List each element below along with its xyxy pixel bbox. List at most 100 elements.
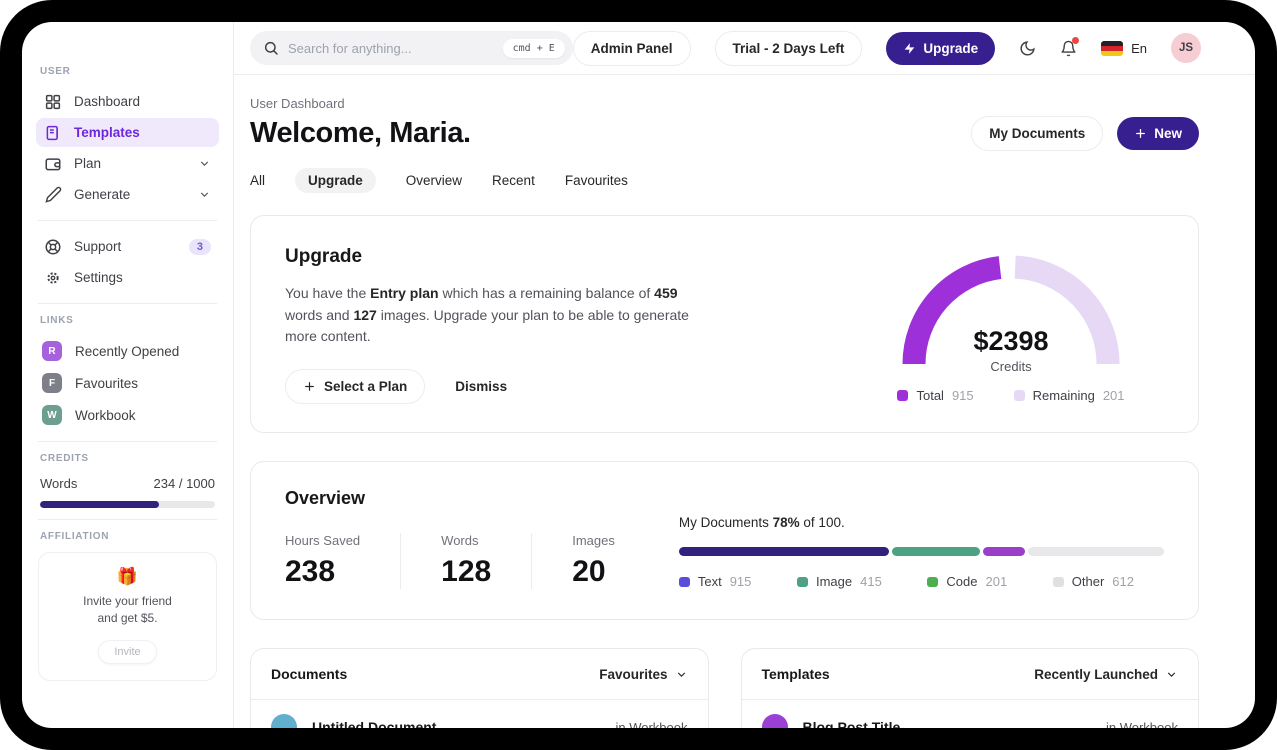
search-bar[interactable]: cmd + E bbox=[250, 31, 573, 65]
chevron-down-icon bbox=[675, 668, 688, 681]
sidebar-divider bbox=[38, 220, 217, 221]
admin-panel-button[interactable]: Admin Panel bbox=[572, 30, 691, 66]
sidebar-item-label: Dashboard bbox=[74, 94, 141, 109]
sidebar-link-favourites[interactable]: F Favourites bbox=[36, 368, 219, 398]
notification-dot bbox=[1072, 36, 1080, 44]
sidebar-item-settings[interactable]: Settings bbox=[36, 263, 219, 292]
moon-icon bbox=[1019, 40, 1036, 57]
template-avatar bbox=[761, 714, 788, 728]
document-row[interactable]: Untitled Document in Workbook bbox=[251, 700, 708, 728]
search-input[interactable] bbox=[288, 40, 503, 56]
tab-recent[interactable]: Recent bbox=[492, 173, 535, 188]
dismiss-button[interactable]: Dismiss bbox=[455, 379, 508, 395]
sidebar-section-credits: CREDITS bbox=[40, 453, 89, 464]
legend-swatch bbox=[1052, 576, 1064, 587]
new-button[interactable]: New bbox=[1117, 117, 1199, 150]
sidebar-link-recently-opened[interactable]: R Recently Opened bbox=[36, 336, 219, 366]
sidebar-link-label: Recently Opened bbox=[75, 343, 180, 359]
tab-favourites[interactable]: Favourites bbox=[564, 173, 628, 188]
sidebar-item-label: Templates bbox=[74, 125, 140, 140]
sidebar-item-support[interactable]: Support 3 bbox=[36, 232, 219, 261]
trial-status-button[interactable]: Trial - 2 Days Left bbox=[714, 30, 863, 66]
templates-card-title: Templates bbox=[761, 666, 830, 683]
wallet-icon bbox=[44, 155, 62, 173]
affiliation-text: Invite your friend and get $5. bbox=[83, 594, 172, 626]
legend-swatch bbox=[1013, 390, 1025, 401]
document-location: in Workbook bbox=[615, 719, 688, 728]
stat-images: Images 20 bbox=[572, 533, 615, 589]
sidebar-link-label: Workbook bbox=[75, 407, 136, 423]
tab-overview[interactable]: Overview bbox=[405, 173, 463, 188]
chevron-down-icon bbox=[198, 188, 211, 201]
legend-swatch bbox=[897, 390, 909, 401]
upgrade-card: Upgrade You have the Entry plan which ha… bbox=[250, 215, 1199, 434]
notifications-button[interactable] bbox=[1060, 36, 1080, 57]
tab-upgrade[interactable]: Upgrade bbox=[295, 168, 376, 193]
bar-legend: Text 915 Image 415 Code 201 bbox=[678, 574, 1164, 589]
invite-button[interactable]: Invite bbox=[98, 639, 157, 664]
template-row[interactable]: Blog Post Title in Workbook bbox=[742, 700, 1199, 728]
sidebar-item-plan[interactable]: Plan bbox=[36, 149, 219, 178]
tab-all[interactable]: All bbox=[250, 173, 266, 188]
sidebar-item-label: Settings bbox=[74, 270, 123, 285]
legend-item-total: Total 915 bbox=[897, 388, 974, 403]
sidebar: USER Dashboard Templates Plan bbox=[22, 22, 234, 728]
divider bbox=[251, 699, 708, 701]
topbar: cmd + E Admin Panel Trial - 2 Days Left … bbox=[234, 22, 1255, 75]
link-avatar: F bbox=[42, 373, 62, 393]
breadcrumb: User Dashboard bbox=[250, 96, 345, 111]
bar-segment-image bbox=[891, 547, 980, 557]
gauge-value: $2398 bbox=[973, 326, 1049, 356]
bar-segment-other bbox=[1027, 547, 1164, 557]
gauge-arc-total bbox=[902, 256, 1002, 365]
gauge-label: Credits bbox=[990, 359, 1032, 374]
legend-item-code: Code 201 bbox=[927, 574, 1007, 589]
grid-icon bbox=[44, 93, 62, 111]
bar-segment-text bbox=[678, 547, 889, 557]
gauge-arc-remaining bbox=[1014, 255, 1120, 365]
pencil-icon bbox=[44, 186, 62, 204]
credits-type-label: Words bbox=[40, 476, 78, 491]
sidebar-divider bbox=[38, 441, 217, 442]
select-plan-button[interactable]: Select a Plan bbox=[285, 369, 426, 405]
stat-words: Words 128 bbox=[441, 533, 533, 590]
sidebar-item-templates[interactable]: Templates bbox=[36, 118, 219, 147]
documents-card-title: Documents bbox=[271, 666, 348, 683]
templates-filter-dropdown[interactable]: Recently Launched bbox=[1034, 667, 1178, 682]
bolt-icon bbox=[903, 42, 916, 55]
language-selector[interactable]: En bbox=[1101, 40, 1147, 56]
dark-mode-toggle[interactable] bbox=[1019, 40, 1036, 57]
plus-icon bbox=[1134, 127, 1147, 140]
sidebar-item-label: Support bbox=[74, 239, 122, 254]
document-title: Untitled Document bbox=[312, 719, 437, 728]
sidebar-link-workbook[interactable]: W Workbook bbox=[36, 400, 219, 430]
sidebar-section-user: USER bbox=[40, 66, 71, 77]
user-avatar[interactable]: JS bbox=[1171, 33, 1201, 63]
my-documents-button[interactable]: My Documents bbox=[971, 116, 1104, 151]
gauge-legend: Total 915 Remaining 201 bbox=[897, 388, 1125, 403]
gauge-chart bbox=[902, 255, 1120, 365]
lifebuoy-icon bbox=[44, 238, 62, 256]
plus-icon bbox=[303, 380, 316, 393]
flag-de-icon bbox=[1101, 40, 1124, 56]
legend-item-text: Text 915 bbox=[678, 574, 751, 589]
stacked-bar-chart bbox=[678, 547, 1164, 557]
credits-progress-fill bbox=[40, 501, 159, 508]
support-count-badge: 3 bbox=[188, 238, 211, 255]
credits-progress-bar bbox=[40, 501, 215, 508]
chevron-down-icon bbox=[198, 157, 211, 170]
language-label: En bbox=[1131, 40, 1147, 56]
template-title: Blog Post Title bbox=[802, 719, 901, 728]
upgrade-button[interactable]: Upgrade bbox=[886, 31, 996, 65]
sidebar-divider bbox=[38, 303, 217, 304]
filter-tabs: All Upgrade Overview Recent Favourites bbox=[250, 168, 1199, 193]
legend-item-image: Image 415 bbox=[796, 574, 882, 589]
overview-card: Overview Hours Saved 238 Words 128 Image… bbox=[250, 461, 1199, 621]
credits-value: 234 / 1000 bbox=[153, 476, 215, 491]
stat-hours-saved: Hours Saved 238 bbox=[285, 533, 402, 590]
sidebar-item-dashboard[interactable]: Dashboard bbox=[36, 87, 219, 116]
legend-item-remaining: Remaining 201 bbox=[1013, 388, 1125, 403]
documents-filter-dropdown[interactable]: Favourites bbox=[599, 667, 687, 682]
sidebar-item-generate[interactable]: Generate bbox=[36, 180, 219, 209]
legend-item-other: Other 612 bbox=[1052, 574, 1134, 589]
